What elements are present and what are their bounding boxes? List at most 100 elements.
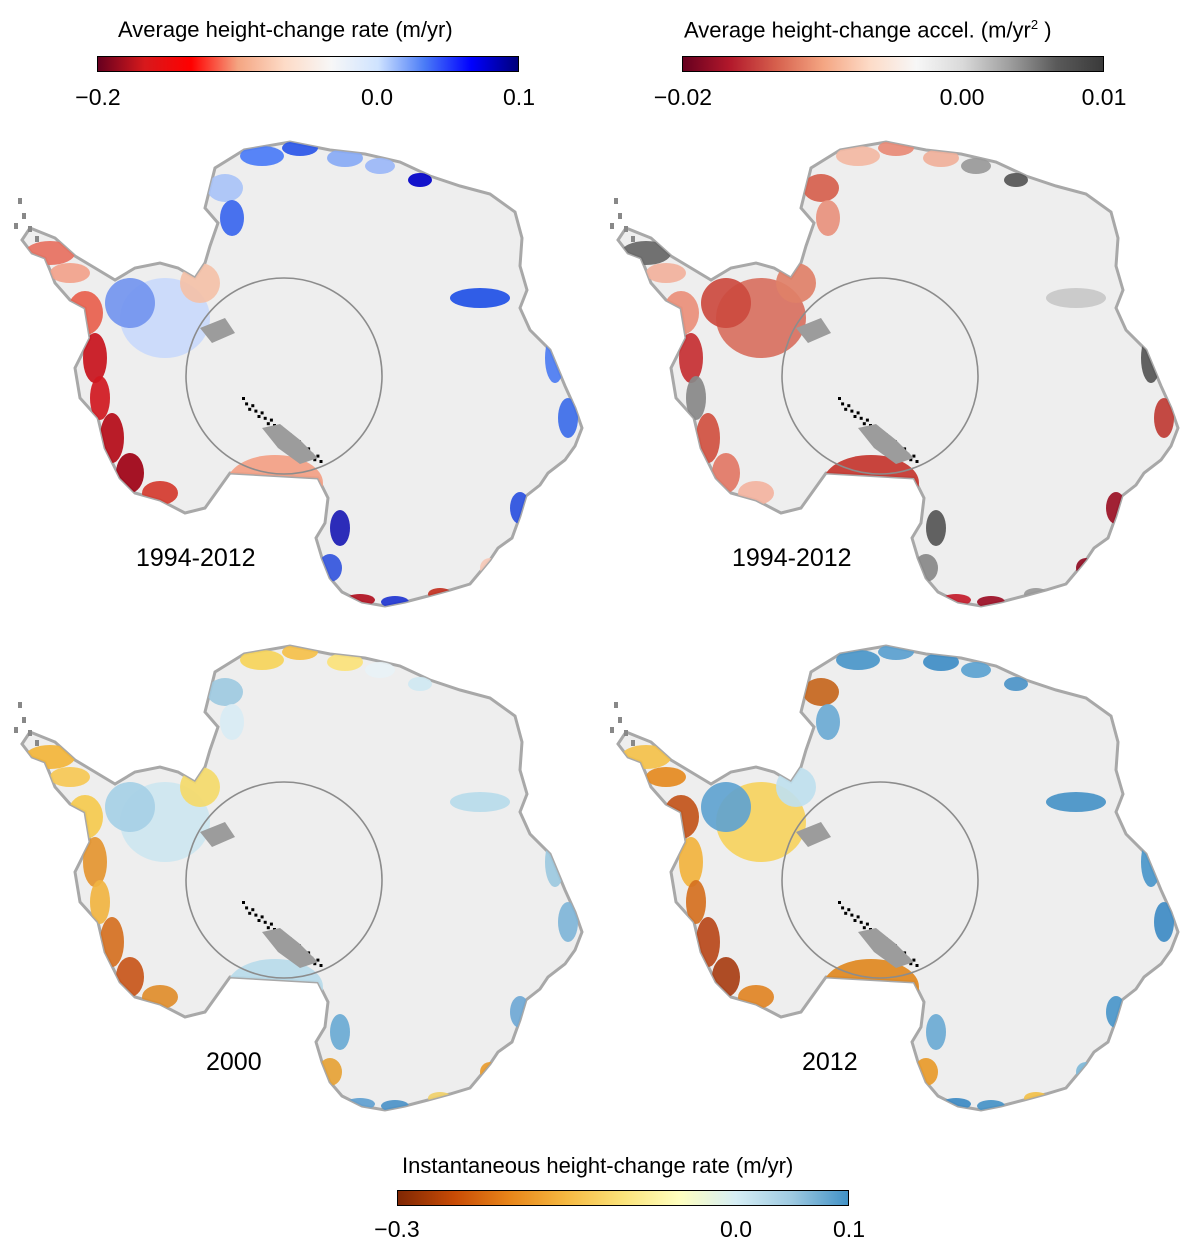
grounding-feature (200, 318, 235, 343)
accel-tick-max: 0.01 (1081, 84, 1127, 110)
island-fragment (18, 702, 22, 708)
rock-outcrop (313, 962, 317, 966)
rock-outcrop (248, 407, 252, 411)
ice-shelf-patch (558, 902, 578, 942)
rock-outcrop (856, 915, 860, 919)
rock-outcrop (316, 454, 320, 458)
ice-shelf-patch (220, 988, 260, 1016)
ice-shelf-patch (207, 678, 243, 706)
ice-shelf-patch (816, 200, 840, 236)
ice-shelf-patch (220, 704, 244, 740)
rock-outcrop (266, 926, 270, 930)
ice-shelf-patch (105, 782, 155, 832)
ice-shelf-patch (330, 1014, 350, 1050)
panel-label-rate: 1994-2012 (136, 544, 256, 572)
rock-outcrop (841, 402, 845, 406)
island-fragment (631, 236, 635, 242)
ice-shelf-patch (712, 453, 740, 493)
panel-label-accel: 1994-2012 (732, 544, 852, 572)
grounding-feature (262, 424, 318, 464)
rock-outcrop (260, 915, 264, 919)
island-fragment (610, 223, 614, 229)
ice-shelf-patch (646, 263, 686, 283)
rock-outcrop (850, 409, 854, 413)
rock-outcrop (909, 458, 913, 462)
inst-colorbar-title: Instantaneous height-change rate (m/yr) (402, 1153, 794, 1178)
ice-shelf-patch (712, 957, 740, 997)
rock-outcrop (313, 458, 317, 462)
rock-outcrop (263, 920, 267, 924)
inst-tick-zero: 0.0 (720, 1216, 752, 1242)
rock-outcrop (248, 911, 252, 915)
island-fragment (618, 213, 622, 219)
ice-shelf-patch (558, 398, 578, 438)
accel-title-main: Average height-change accel. (m/yr (684, 17, 1031, 43)
inst-tick-max: 0.1 (833, 1216, 865, 1242)
ice-shelf-patch (450, 288, 510, 308)
rock-outcrop (844, 911, 848, 915)
rate-tick-max: 0.1 (503, 84, 535, 110)
rock-outcrop (862, 926, 866, 930)
rock-outcrop (245, 402, 249, 406)
rock-outcrop (862, 422, 866, 426)
rock-outcrop (909, 962, 913, 966)
rock-outcrop (838, 397, 841, 400)
ice-shelf-patch (207, 174, 243, 202)
ice-shelf-patch (25, 745, 75, 769)
rock-outcrop (847, 908, 851, 912)
rock-outcrop (254, 409, 258, 413)
island-fragment (18, 198, 22, 204)
rate-colorbar (97, 56, 519, 72)
pole-hole-circle (781, 781, 979, 979)
grounding-feature (858, 424, 914, 464)
ice-shelf-patch (926, 1014, 946, 1050)
ice-sheet-rate-1994-2012 (20, 140, 584, 608)
ice-shelf-patch (926, 510, 946, 546)
pole-hole-circle (781, 277, 979, 475)
ice-shelf-patch (701, 782, 751, 832)
ice-shelf-patch (1154, 902, 1174, 942)
grounding-feature (262, 928, 318, 968)
rock-outcrop (269, 922, 273, 926)
map-panel-2000: 2000 (0, 632, 600, 1112)
map-panel-accel: 1994-2012 (596, 128, 1192, 608)
rock-outcrop (859, 416, 863, 420)
rock-outcrop (856, 411, 860, 415)
rock-outcrop (859, 920, 863, 924)
ice-shelf-patch (686, 880, 706, 924)
rock-outcrop (254, 913, 258, 917)
island-fragment (618, 717, 622, 723)
ice-shelf-patch (327, 653, 363, 671)
island-fragment (35, 740, 39, 746)
island-fragment (624, 730, 628, 736)
ice-shelf-patch (330, 510, 350, 546)
ice-shelf-patch (25, 241, 75, 265)
rock-outcrop (853, 919, 857, 922)
rock-outcrop (841, 906, 845, 910)
island-fragment (14, 223, 18, 229)
grounding-feature (200, 822, 235, 847)
rock-outcrop (847, 404, 851, 408)
ice-shelf-patch (83, 333, 107, 383)
ice-shelf-patch (1046, 288, 1106, 308)
rock-outcrop (850, 913, 854, 917)
rate-colorbar-title: Average height-change rate (m/yr) (118, 17, 453, 42)
rock-outcrop (257, 415, 261, 418)
ice-shelf-patch (1046, 792, 1106, 812)
ice-shelf-patch (803, 678, 839, 706)
panel-label-2012: 2012 (802, 1048, 858, 1076)
ice-shelf-patch (1154, 398, 1174, 438)
rock-outcrop (242, 397, 245, 400)
rock-outcrop (266, 422, 270, 426)
ice-shelf-patch (701, 278, 751, 328)
ice-shelf-patch (116, 957, 144, 997)
ice-shelf-patch (686, 376, 706, 420)
rock-outcrop (242, 901, 245, 904)
antarctica-map-2000 (14, 644, 584, 1112)
rock-outcrop (319, 460, 323, 463)
ice-shelf-patch (961, 662, 991, 678)
rock-outcrop (853, 415, 857, 418)
ice-shelf-patch (923, 149, 959, 167)
rock-outcrop (251, 908, 255, 912)
ice-shelf-patch (679, 333, 703, 383)
